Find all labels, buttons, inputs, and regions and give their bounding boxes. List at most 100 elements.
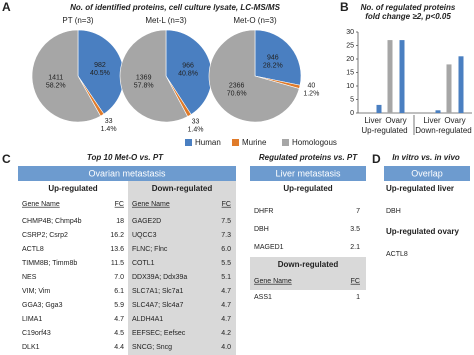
legend-label: Murine: [242, 138, 267, 147]
gene-name: NES: [22, 274, 37, 281]
slice-percent: 28.2%: [263, 62, 283, 69]
fold-change: 4.7: [221, 288, 231, 295]
fold-change: 4.4: [114, 344, 124, 351]
fold-change: 2.1: [350, 244, 360, 251]
section-label: Up-regulated: [283, 184, 332, 193]
column-header: FC: [115, 201, 124, 208]
column-header: Gene Name: [132, 201, 170, 208]
fold-change: 6.1: [114, 288, 124, 295]
y-tick-label: 15: [346, 69, 354, 76]
slice-percent: 57.8%: [134, 82, 154, 89]
gene-name: UQCC3: [132, 232, 157, 239]
legend-swatch: [232, 139, 239, 146]
gene-name: DBH: [386, 208, 401, 215]
bar: [399, 40, 405, 113]
gene-name: EEFSEC; Eefsec: [132, 330, 186, 337]
fold-change: 7.5: [221, 218, 231, 225]
fold-change: 4.0: [221, 344, 231, 351]
panel-label: D: [372, 152, 381, 166]
pie-title: Met-O (n=3): [233, 16, 277, 25]
slice-count: 946: [267, 54, 279, 61]
section-label: Up-regulated liver: [386, 184, 454, 193]
gene-name: GAGE2D: [132, 218, 161, 225]
fold-change: 13.6: [110, 246, 124, 253]
fold-change: 7.3: [221, 232, 231, 239]
y-tick-label: 5: [350, 96, 354, 103]
fold-change: 5.5: [221, 260, 231, 267]
x-tick-label: Liver: [423, 116, 441, 125]
fold-change: 5.1: [221, 274, 231, 281]
y-tick-label: 10: [346, 83, 354, 90]
gene-name: LIMA1: [22, 316, 42, 323]
column-header: Gene Name: [22, 201, 60, 208]
gene-name: DLK1: [22, 344, 40, 351]
pie-slice: [208, 29, 300, 123]
table-header: Overlap: [411, 168, 443, 178]
gene-name: C19orf43: [22, 330, 51, 337]
slice-percent: 58.2%: [46, 83, 66, 90]
slice-count: 982: [94, 62, 106, 69]
section-label: Up-regulated: [48, 184, 97, 193]
slice-percent: 70.6%: [227, 91, 247, 98]
y-tick-label: 25: [346, 42, 354, 49]
fold-change: 1: [356, 294, 360, 301]
legend-label: Human: [195, 138, 221, 147]
column-header: FC: [351, 278, 360, 285]
gene-name: ASS1: [254, 294, 272, 301]
legend-swatch: [185, 139, 192, 146]
panel-label: C: [2, 152, 11, 166]
slice-count: 33: [192, 119, 200, 126]
group-label: Up-regulated: [361, 126, 407, 135]
bar: [458, 56, 464, 113]
slice-percent: 1.2%: [303, 91, 319, 98]
gene-name: SLC4A7; Slc4a7: [132, 302, 183, 309]
gene-name: ALDH4A1: [132, 316, 163, 323]
chart-subtitle: fold change ≥2, p<0.05: [365, 12, 451, 21]
y-tick-label: 20: [346, 56, 354, 63]
y-tick-label: 0: [350, 110, 354, 117]
fold-change: 4.5: [114, 330, 124, 337]
fold-change: 4.7: [221, 316, 231, 323]
fold-change: 4.2: [221, 330, 231, 337]
fold-change: 16.2: [110, 232, 124, 239]
table-header: Ovarian metastasis: [88, 168, 166, 178]
panel-label: A: [2, 0, 11, 14]
legend-swatch: [282, 139, 289, 146]
bar: [376, 104, 382, 113]
x-tick-label: Ovary: [385, 116, 406, 125]
pie-slice: [31, 29, 101, 123]
table-title: Regulated proteins vs. PT: [259, 153, 358, 162]
chart-title: No. of identified proteins, cell culture…: [70, 3, 280, 12]
fold-change: 6.0: [221, 246, 231, 253]
gene-name: TIMM8B; Timm8b: [22, 260, 77, 267]
fold-change: 18: [116, 218, 124, 225]
slice-count: 1411: [48, 75, 63, 82]
slice-percent: 40.5%: [90, 70, 110, 77]
gene-name: ACTL8: [22, 246, 44, 253]
group-label: Down-regulated: [415, 126, 471, 135]
section-label: Down-regulated: [278, 260, 339, 269]
gene-name: FLNC; Flnc: [132, 246, 168, 253]
slice-count: 1369: [136, 74, 152, 81]
section-label: Down-regulated: [152, 184, 213, 193]
gene-name: DHFR: [254, 208, 273, 215]
slice-percent: 1.4%: [101, 126, 117, 133]
gene-name: MAGED1: [254, 244, 284, 251]
bar: [435, 110, 441, 113]
slice-count: 2366: [229, 83, 245, 90]
slice-count: 40: [307, 83, 315, 90]
pie-slice: [254, 29, 302, 86]
y-tick-label: 30: [346, 29, 354, 36]
gene-name: CHMP4B; Chmp4b: [22, 218, 82, 225]
pie-slice: [119, 29, 189, 123]
table-title: Top 10 Met-O vs. PT: [87, 153, 164, 162]
x-tick-label: Liver: [364, 116, 382, 125]
fold-change: 7: [356, 208, 360, 215]
panel-label: B: [340, 0, 349, 14]
x-tick-label: Ovary: [444, 116, 465, 125]
column-shade: [128, 181, 236, 355]
fold-change: 4.7: [221, 302, 231, 309]
pie-title: Met-L (n=3): [145, 16, 187, 25]
gene-name: SNCG; Sncg: [132, 344, 172, 351]
